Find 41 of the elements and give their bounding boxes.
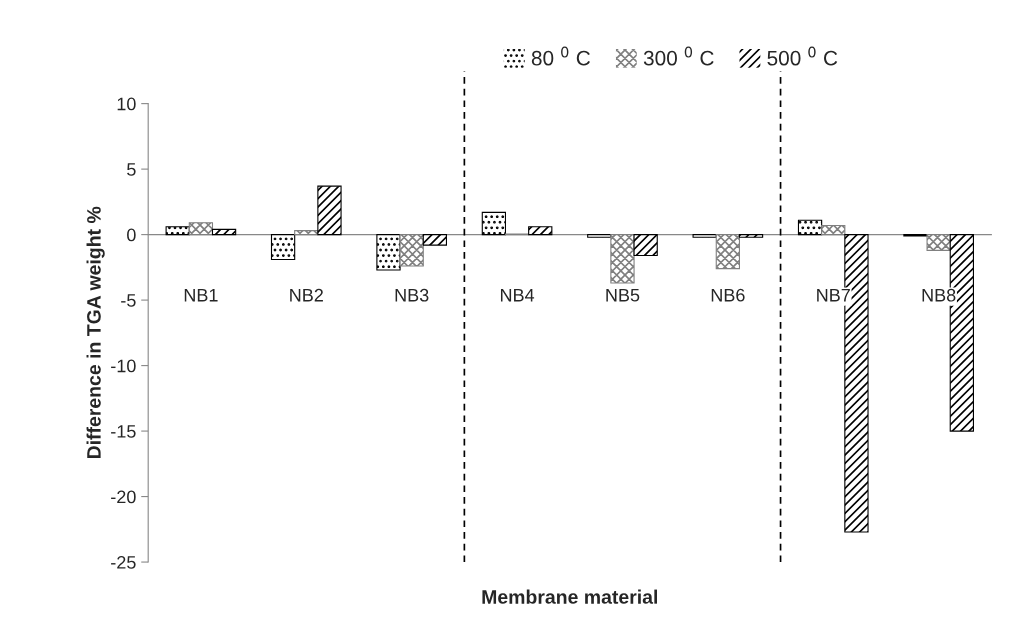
bar bbox=[633, 234, 658, 257]
bar bbox=[481, 211, 507, 236]
bar bbox=[926, 234, 951, 251]
bar bbox=[270, 234, 296, 261]
x-tick-label: NB1 bbox=[184, 288, 218, 302]
legend-label: 80 $^{0}$ C bbox=[531, 46, 590, 66]
y-tick-label: -15 bbox=[111, 425, 136, 438]
legend-label: 300 $^{0}$ C bbox=[643, 46, 714, 66]
y-tick-label: -20 bbox=[111, 490, 136, 504]
x-tick-label: NB5 bbox=[606, 288, 640, 302]
y-tick-label: -5 bbox=[121, 294, 136, 307]
bar bbox=[821, 224, 846, 236]
x-tick-label: NB4 bbox=[500, 288, 535, 302]
x-axis-title: Membrane material bbox=[482, 589, 658, 604]
bar bbox=[376, 234, 401, 271]
bar bbox=[797, 219, 823, 236]
bar bbox=[587, 234, 612, 238]
y-tick-label: -25 bbox=[111, 555, 136, 569]
bar bbox=[165, 226, 190, 236]
bar bbox=[294, 230, 319, 236]
y-tick-label: -10 bbox=[111, 359, 136, 373]
y-tick-label: 5 bbox=[127, 163, 136, 176]
bar bbox=[528, 226, 553, 236]
y-tick-label: 10 bbox=[117, 97, 136, 111]
y-axis-title: Difference in TGA weight % bbox=[86, 206, 105, 459]
bar bbox=[738, 234, 764, 238]
x-tick-label: NB3 bbox=[395, 288, 429, 302]
x-tick-label: NB7 bbox=[817, 288, 850, 302]
bar bbox=[715, 234, 741, 270]
x-tick-label: NB6 bbox=[711, 288, 745, 302]
bar bbox=[399, 234, 424, 267]
bar bbox=[211, 228, 237, 236]
x-tick-label: NB2 bbox=[290, 288, 323, 302]
bar bbox=[317, 185, 342, 236]
y-tick-label: 0 bbox=[127, 228, 136, 242]
x-tick-label: NB8 bbox=[922, 288, 956, 302]
bar bbox=[692, 234, 717, 238]
legend-label: 500 $^{0}$ C bbox=[767, 46, 838, 66]
bar bbox=[610, 234, 635, 284]
bar bbox=[188, 222, 214, 236]
bar bbox=[422, 234, 448, 246]
